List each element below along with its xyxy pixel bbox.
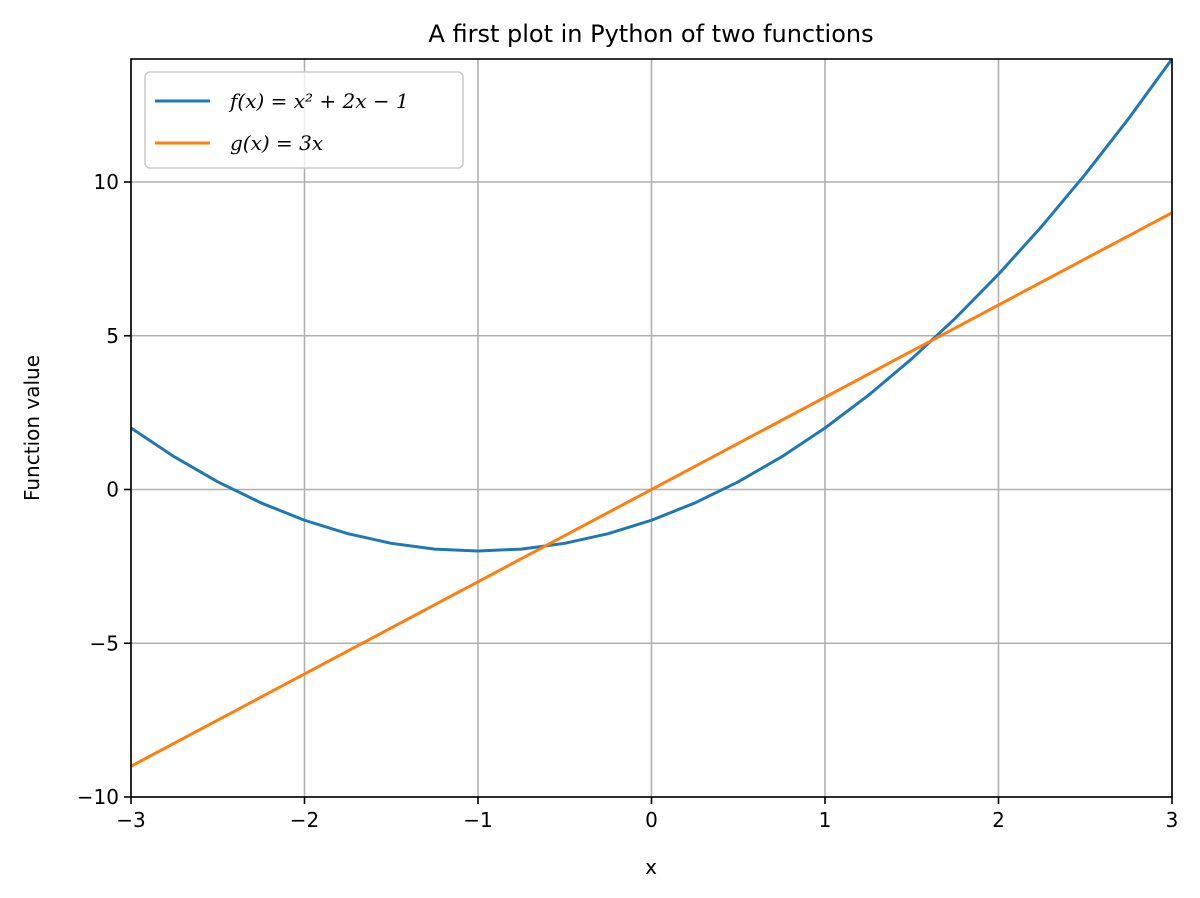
x-axis-label: x <box>645 855 657 879</box>
series-layer <box>131 59 1172 768</box>
legend-box <box>144 71 464 169</box>
y-tick-label: −5 <box>90 631 119 655</box>
x-tick-label: 1 <box>819 808 832 832</box>
x-tick-label: 2 <box>992 808 1005 832</box>
legend: f(x) = x² + 2x − 1 g(x) = 3x <box>144 71 464 169</box>
chart-title: A first plot in Python of two functions <box>428 20 873 48</box>
grid <box>130 59 1173 798</box>
x-tick-label: −2 <box>290 808 319 832</box>
y-axis-label: Function value <box>20 355 44 501</box>
y-tick-label: −10 <box>77 785 119 809</box>
y-tick-label: 5 <box>106 324 119 348</box>
legend-label-0: f(x) = x² + 2x − 1 <box>228 89 409 113</box>
series-line-1 <box>131 211 1172 768</box>
x-tick-label: −1 <box>463 808 492 832</box>
x-tick-label: 0 <box>645 808 658 832</box>
y-tick-label: 10 <box>94 170 119 194</box>
legend-label-1: g(x) = 3x <box>230 131 323 155</box>
x-tick-label: −3 <box>116 808 145 832</box>
series-line-0 <box>131 59 1172 553</box>
y-tick-label: 0 <box>106 478 119 502</box>
x-tick-label: 3 <box>1166 808 1179 832</box>
